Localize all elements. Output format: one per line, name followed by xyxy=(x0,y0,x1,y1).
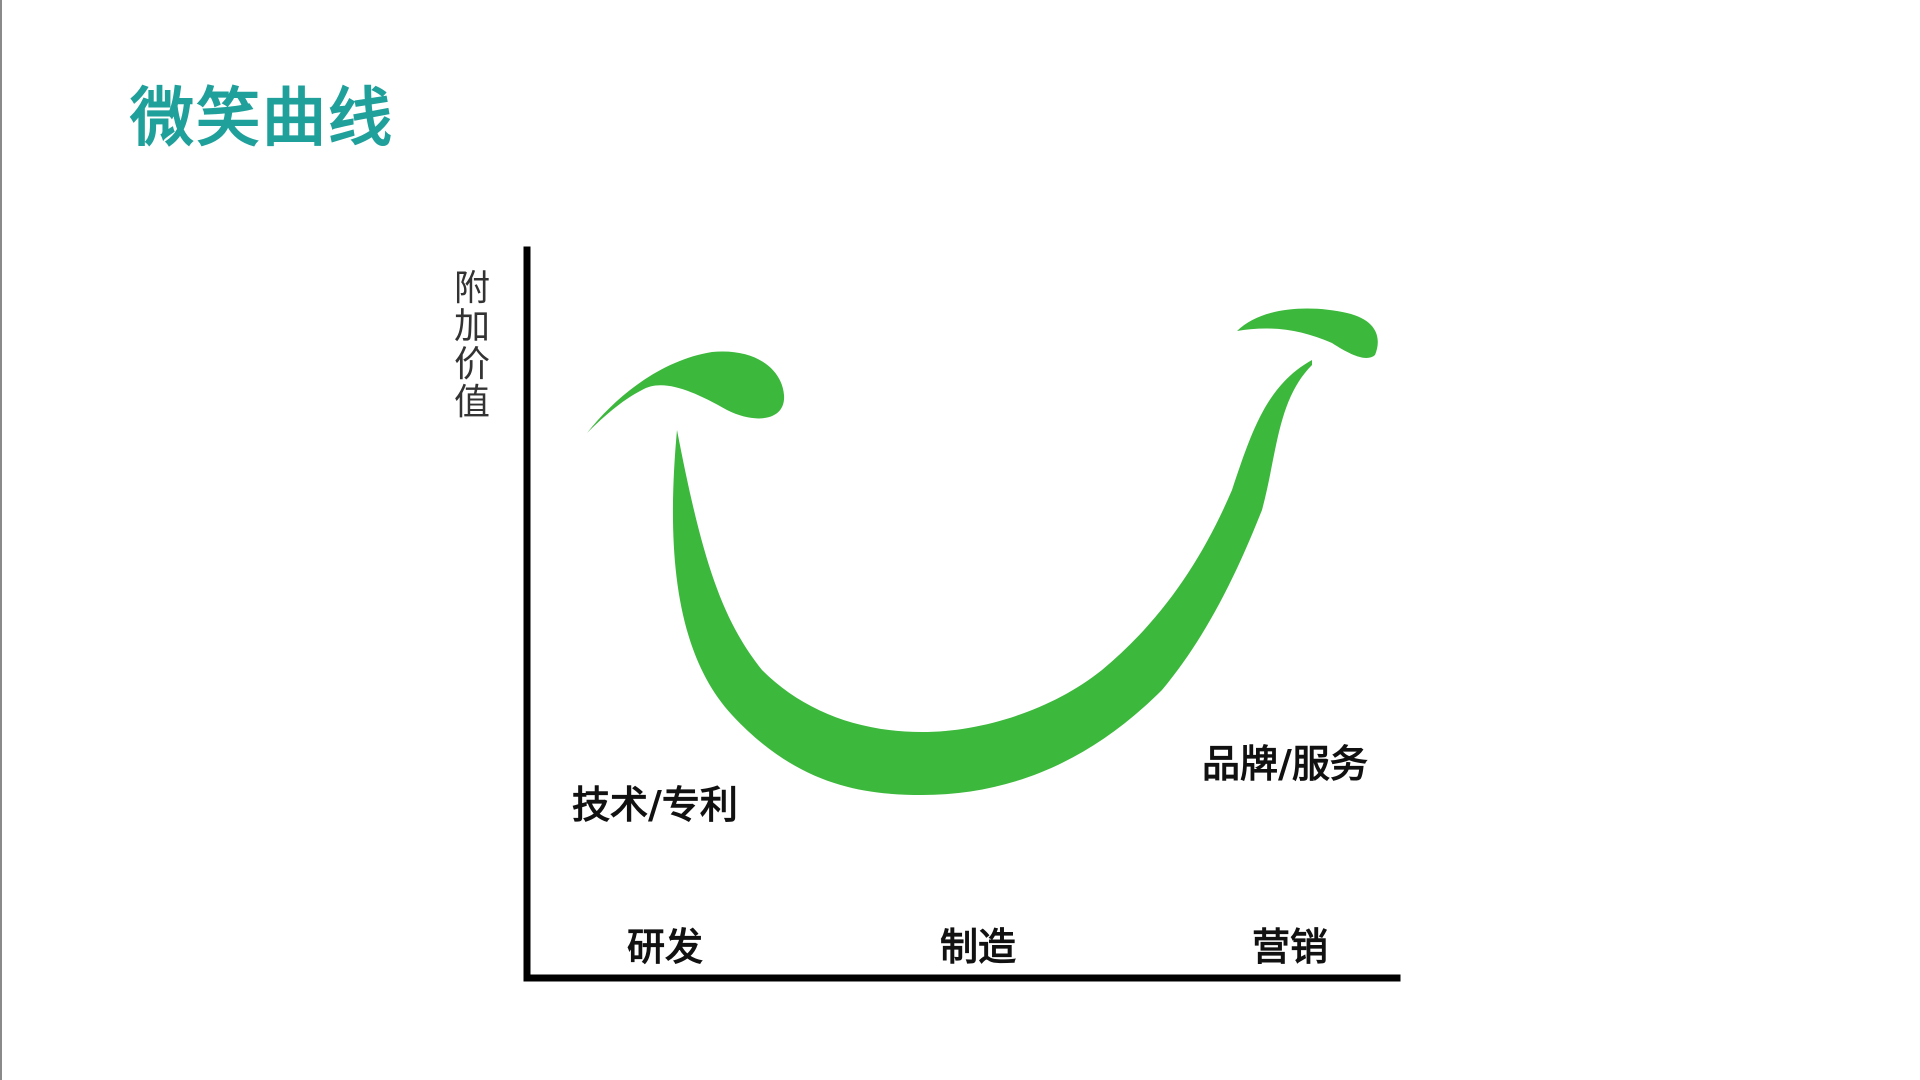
y-axis-label-char: 值 xyxy=(454,382,490,423)
smile-left-brow xyxy=(587,351,785,433)
smile-right-brow xyxy=(1237,308,1378,358)
point-label-right: 品牌/服务 xyxy=(1202,742,1368,786)
stage-label: 研发 xyxy=(627,925,703,969)
smile-mouth-curve xyxy=(672,360,1312,795)
stage-label: 制造 xyxy=(940,925,1016,969)
stage-label: 营销 xyxy=(1252,925,1328,969)
y-axis-label-char: 加 xyxy=(454,306,490,347)
y-axis-label-char: 附 xyxy=(454,268,490,309)
point-label-left: 技术/专利 xyxy=(572,783,738,827)
y-axis-label: 附 加 价 值 xyxy=(454,268,494,423)
y-axis-label-char: 价 xyxy=(454,344,490,385)
slide-title: 微笑曲线 xyxy=(130,82,394,156)
